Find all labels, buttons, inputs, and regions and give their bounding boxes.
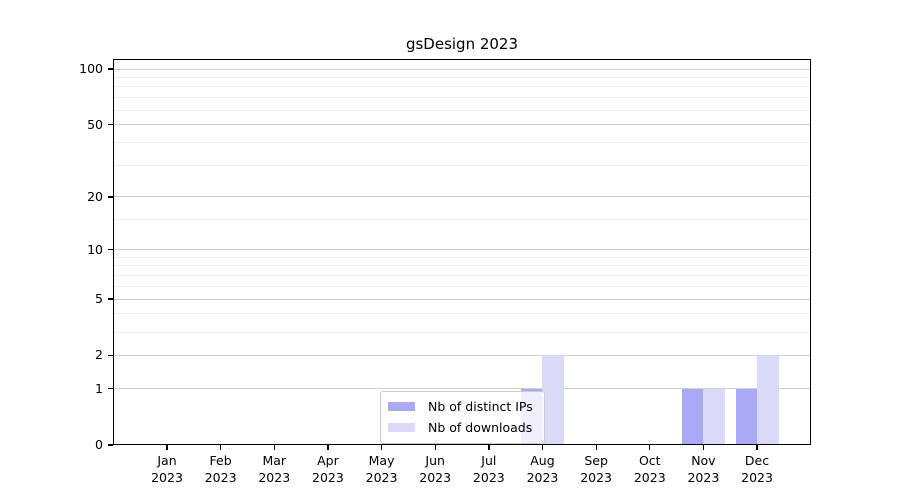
y-tick-label: 5: [95, 291, 103, 307]
x-tick-label: Feb 2023: [189, 453, 253, 486]
y-tick-label: 2: [95, 347, 103, 363]
x-tick-label-line: Jul: [481, 453, 497, 468]
y-tick-label: 0: [95, 437, 103, 452]
x-tick-label-line: Mar: [262, 453, 287, 468]
bar: [681, 388, 704, 445]
legend-row: Nb of downloads: [388, 417, 533, 438]
x-tick-label: May 2023: [350, 453, 414, 486]
y-gridline-major: [113, 388, 811, 390]
y-gridline-minor: [113, 218, 811, 220]
y-gridline-minor: [113, 256, 811, 258]
x-tick-label-line: Jan: [157, 453, 177, 468]
y-gridline-minor: [113, 331, 811, 333]
x-tick-label-line: Dec: [744, 453, 770, 468]
legend-swatch: [388, 423, 415, 432]
y-tick: [108, 249, 113, 251]
y-gridline-minor: [113, 86, 811, 88]
y-gridline-major: [113, 124, 811, 126]
y-tick: [108, 298, 113, 300]
legend-label: Nb of distinct IPs: [428, 399, 533, 414]
bar: [735, 388, 758, 445]
x-tick: [756, 445, 758, 450]
y-gridline-minor: [113, 109, 811, 111]
legend: Nb of distinct IPs Nb of downloads: [380, 391, 545, 444]
y-gridline-minor: [113, 76, 811, 78]
x-tick: [434, 445, 436, 450]
x-tick-label-line: 2023: [365, 469, 398, 485]
x-tick-label-line: 2023: [472, 469, 505, 485]
x-tick: [649, 445, 651, 450]
y-gridline-minor: [113, 97, 811, 99]
y-tick-label: 10: [87, 241, 103, 257]
y-gridline-minor: [113, 164, 811, 166]
x-tick: [273, 445, 275, 450]
y-tick: [108, 196, 113, 198]
y-tick-label: 50: [87, 116, 103, 132]
x-tick-label-line: 2023: [633, 469, 666, 485]
x-tick-label-line: 2023: [687, 469, 720, 485]
x-tick-label-line: 2023: [526, 469, 559, 485]
x-tick: [595, 445, 597, 450]
x-tick-label-line: 2023: [151, 469, 183, 485]
y-tick-label: 100: [79, 61, 103, 76]
x-tick-label-line: Oct: [638, 453, 661, 468]
plot-area: [113, 59, 811, 445]
bar: [542, 355, 564, 445]
legend-swatch: [388, 402, 415, 411]
x-tick-label: Jan 2023: [135, 453, 199, 486]
y-tick: [108, 124, 113, 126]
x-tick-label: Apr 2023: [296, 453, 360, 486]
y-tick: [108, 68, 113, 70]
x-tick: [220, 445, 222, 450]
x-tick: [327, 445, 329, 450]
x-tick-label-line: 2023: [580, 469, 613, 485]
x-tick-label: Jun 2023: [403, 453, 467, 486]
x-tick-label: Dec 2023: [725, 453, 789, 486]
x-tick: [380, 445, 383, 450]
x-tick-label: Nov 2023: [671, 453, 735, 486]
x-tick-label: Sep 2023: [564, 453, 628, 486]
y-gridline-minor: [113, 141, 811, 143]
legend-label: Nb of downloads: [428, 420, 533, 435]
y-tick: [108, 387, 113, 390]
x-tick: [488, 445, 490, 450]
legend-row: Nb of distinct IPs: [388, 396, 533, 417]
x-tick-label-line: 2023: [741, 469, 773, 485]
x-tick: [166, 445, 168, 450]
x-tick-label-line: 2023: [312, 469, 344, 485]
y-gridline-minor: [113, 275, 811, 277]
x-tick-label: Mar 2023: [242, 453, 306, 486]
y-tick-label: 1: [95, 380, 103, 396]
chart-title: gsDesign 2023: [405, 35, 519, 53]
x-tick-label-line: Apr: [317, 453, 339, 468]
x-tick-label-line: May: [368, 453, 395, 468]
x-tick-label-line: 2023: [258, 469, 291, 485]
y-tick-label: 20: [87, 188, 103, 204]
x-tick-label-line: Sep: [584, 453, 608, 468]
y-tick: [108, 354, 113, 357]
x-tick-label-line: Jun: [425, 453, 445, 468]
y-gridline-minor: [113, 285, 811, 287]
y-gridline-major: [113, 298, 811, 300]
x-tick-label-line: Feb: [209, 453, 232, 468]
x-tick: [702, 445, 705, 450]
bar: [703, 388, 725, 445]
y-gridline-major: [113, 249, 811, 251]
y-tick: [108, 444, 113, 446]
x-tick: [541, 445, 544, 450]
x-tick-label: Aug 2023: [510, 453, 574, 486]
y-gridline-major: [113, 68, 811, 70]
x-tick-label-line: Nov: [691, 453, 716, 468]
y-gridline-minor: [113, 313, 811, 315]
y-gridline-major: [113, 354, 811, 356]
x-tick-label-line: 2023: [419, 469, 452, 485]
y-gridline-major: [113, 196, 811, 198]
bar: [757, 355, 779, 445]
x-tick-label: Oct 2023: [618, 453, 682, 486]
x-tick-label-line: 2023: [204, 469, 237, 485]
x-tick-label: Jul 2023: [457, 453, 521, 486]
x-tick-label-line: Aug: [530, 453, 555, 468]
y-gridline-minor: [113, 265, 811, 267]
